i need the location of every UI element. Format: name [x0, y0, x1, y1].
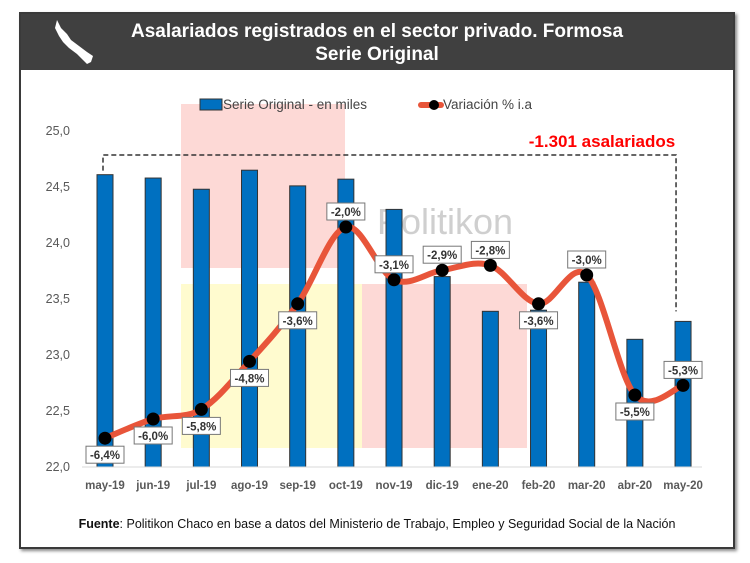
x-tick-label: ago-19: [231, 480, 268, 492]
data-label-box: [663, 360, 703, 379]
formosa-map-icon: [55, 20, 93, 64]
line-point-sep-19: [291, 297, 305, 311]
data-label: -3,1%: [379, 260, 409, 272]
x-tick-label: ene-20: [472, 480, 508, 492]
data-label: -5,3%: [668, 365, 698, 377]
data-label-box: [422, 245, 462, 264]
line-point-ene-20: [483, 258, 497, 272]
data-label-box: [326, 202, 366, 221]
data-label-box: [181, 416, 221, 435]
source-text: : Politikon Chaco en base a datos del Mi…: [119, 517, 676, 531]
bar-ago-19: [241, 169, 259, 468]
legend-marker: [429, 100, 439, 110]
line-point-jul-19: [194, 402, 208, 416]
data-label: -6,4%: [90, 450, 120, 462]
source-note: Fuente: Politikon Chaco en base a datos …: [21, 517, 733, 531]
data-label-box: [615, 402, 655, 421]
x-tick-label: dic-19: [426, 480, 459, 492]
chart-subtitle: Serie Original: [315, 44, 439, 65]
legend-label-line: Variación % i.a: [443, 97, 533, 112]
x-tick-label: nov-19: [375, 480, 412, 492]
data-label: -4,8%: [234, 373, 264, 385]
line-point-dic-19: [435, 263, 449, 277]
x-tick-label: mar-20: [568, 480, 606, 492]
line-point-may-20: [676, 378, 690, 392]
x-tick-label: abr-20: [618, 480, 653, 492]
x-tick-label: may-19: [85, 480, 125, 492]
annotation-label: -1.301 asalariados: [529, 132, 675, 151]
line-point-mar-20: [580, 268, 594, 282]
data-label: -5,8%: [186, 421, 216, 433]
x-tick-label: feb-20: [522, 480, 556, 492]
legend: Serie Original - en miles Variación % i.…: [199, 97, 533, 112]
data-label-box: [85, 445, 125, 464]
line-point-ago-19: [243, 354, 257, 368]
y-tick-label: 23,5: [46, 292, 70, 306]
x-tick-label: oct-19: [329, 480, 363, 492]
legend-bar-swatch: [199, 98, 223, 111]
data-label: -3,6%: [283, 316, 313, 328]
data-label-box: [519, 311, 559, 330]
line-point-feb-20: [532, 297, 546, 311]
y-tick-label: 22,5: [46, 404, 70, 418]
chart-frame: Asalariados registrados en el sector pri…: [19, 12, 735, 549]
line-point-abr-20: [628, 388, 642, 402]
bar-ene-20: [481, 310, 499, 468]
x-tick-label: jun-19: [135, 480, 170, 492]
data-label-box: [133, 426, 173, 445]
bar-may-20: [674, 320, 692, 468]
annotation-bracket: [102, 154, 677, 312]
line-point-may-19: [98, 431, 112, 445]
bar-nov-19: [385, 208, 403, 468]
bar-dic-19: [433, 276, 451, 468]
bar-mar-20: [578, 281, 596, 468]
data-label: -3,6%: [524, 316, 554, 328]
y-tick-label: 23,0: [46, 348, 70, 362]
legend-label-bars: Serie Original - en miles: [223, 97, 367, 112]
y-tick-label: 25,0: [46, 124, 70, 138]
chart-header: Asalariados registrados en el sector pri…: [21, 14, 733, 70]
data-label: -5,5%: [620, 407, 650, 419]
line-point-nov-19: [387, 273, 401, 287]
chart-title: Asalariados registrados en el sector pri…: [130, 21, 624, 42]
data-label: -2,0%: [331, 207, 361, 219]
line-point-oct-19: [339, 220, 353, 234]
data-label-box: [470, 240, 510, 259]
data-label-box: [567, 250, 607, 269]
source-label: Fuente: [78, 517, 120, 531]
bar-may-19: [96, 174, 114, 468]
x-tick-label: jul-19: [185, 480, 216, 492]
y-tick-label: 24,0: [46, 236, 70, 250]
y-tick-label: 22,0: [46, 460, 70, 474]
x-tick-label: sep-19: [279, 480, 315, 492]
data-label: -2,9%: [427, 250, 457, 262]
y-tick-label: 24,5: [46, 180, 70, 194]
data-label: -3,0%: [572, 255, 602, 267]
bar-feb-20: [530, 309, 548, 468]
data-label: -6,0%: [138, 431, 168, 443]
data-label-box: [278, 311, 318, 330]
data-label: -2,8%: [475, 245, 505, 257]
line-point-jun-19: [146, 412, 160, 426]
data-label-box: [230, 368, 270, 387]
x-tick-label: may-20: [663, 480, 703, 492]
data-label-box: [374, 255, 414, 274]
